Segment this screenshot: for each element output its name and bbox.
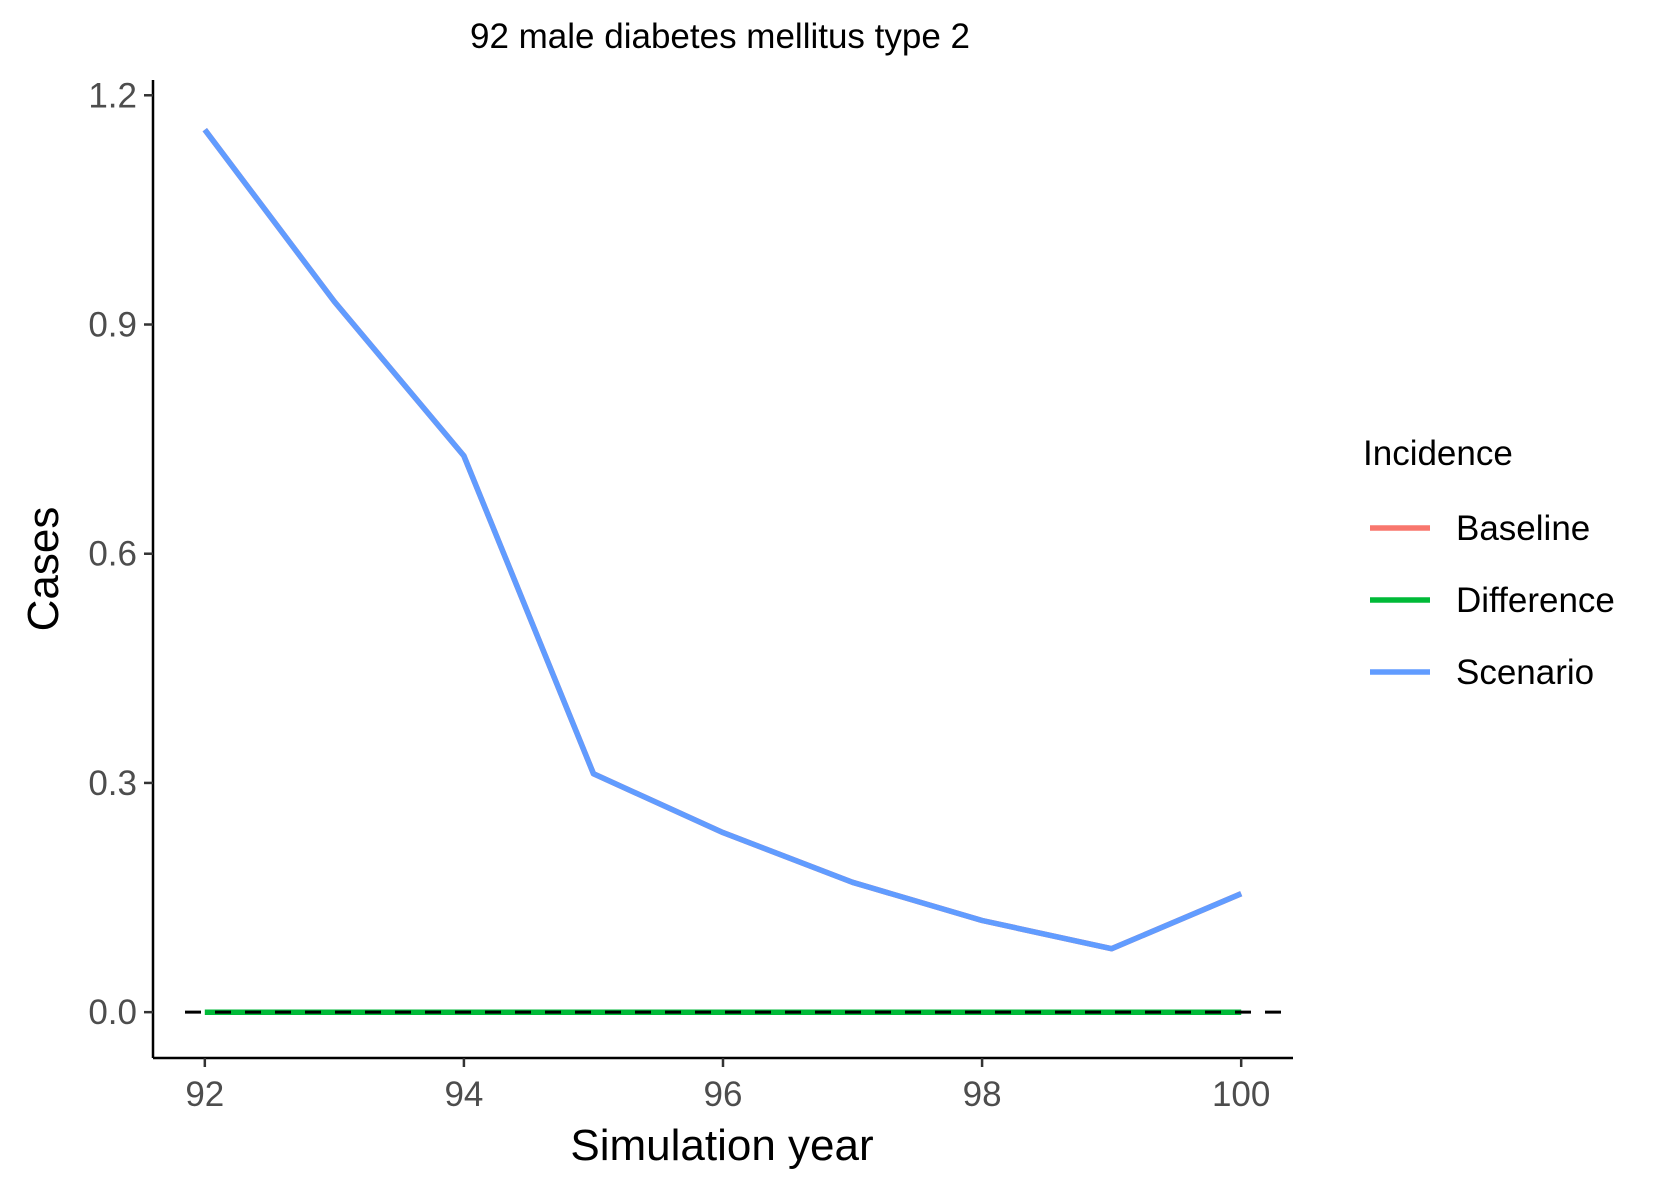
plot-area [185, 128, 1293, 1015]
series-line-baseline [202, 128, 1243, 952]
y-axis-title: Cases [19, 507, 68, 632]
y-tick-label: 1.2 [88, 76, 137, 115]
legend: Incidence Baseline Difference Scenario [1363, 434, 1615, 692]
x-tick-label: 94 [444, 1075, 483, 1114]
x-tick-label: 92 [185, 1075, 224, 1114]
chart-title: 92 male diabetes mellitus type 2 [470, 17, 970, 56]
axes: 92 94 96 98 100 0.0 0.3 0.6 0.9 1.2 [88, 76, 1293, 1114]
x-tick-label: 98 [963, 1075, 1002, 1114]
y-tick-label: 0.6 [88, 535, 137, 574]
legend-label-scenario: Scenario [1456, 653, 1594, 692]
legend-title: Incidence [1363, 434, 1513, 473]
series-line-scenario [202, 128, 1243, 952]
y-tick-label: 0.9 [88, 306, 137, 345]
legend-label-difference: Difference [1456, 581, 1615, 620]
y-tick-label: 0.0 [88, 993, 137, 1032]
legend-label-baseline: Baseline [1456, 509, 1590, 548]
x-tick-label: 100 [1212, 1075, 1270, 1114]
x-axis-title: Simulation year [570, 1121, 873, 1170]
y-tick-label: 0.3 [88, 764, 137, 803]
x-tick-label: 96 [704, 1075, 743, 1114]
